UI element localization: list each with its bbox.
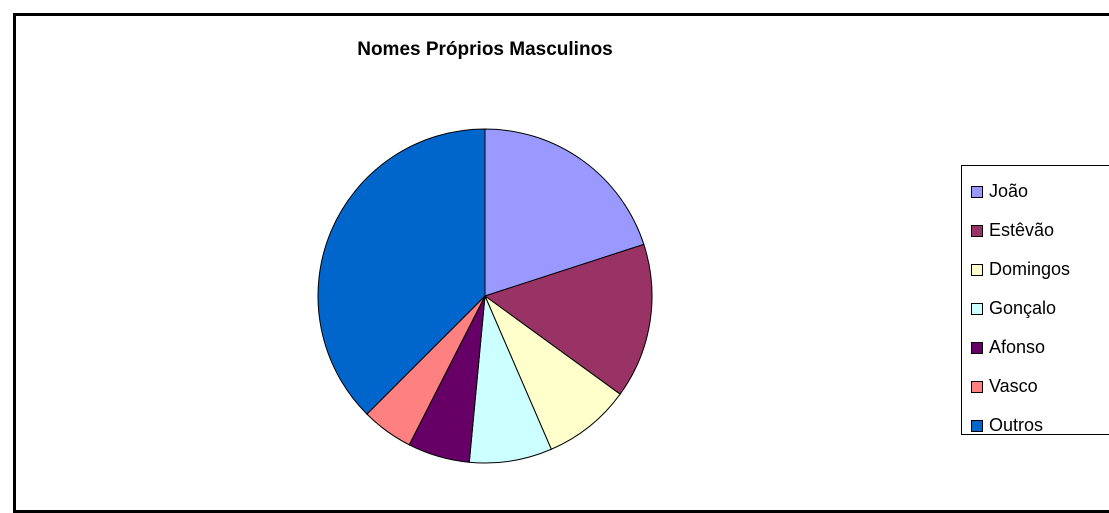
legend-label-vasco: Vasco <box>989 376 1038 396</box>
legend-swatch-outros <box>971 419 983 432</box>
legend-swatch-joao <box>971 185 983 198</box>
legend-item-vasco: Vasco <box>962 367 1109 406</box>
legend-label-goncalo: Gonçalo <box>989 298 1057 318</box>
chart-title: Nomes Próprios Masculinos <box>357 39 613 60</box>
legend-swatch-afonso <box>971 341 983 354</box>
chart-legend: João Estêvão Domingos Gonçalo Afonso Vasco Out… <box>961 165 1109 435</box>
legend-label-joao: João <box>989 181 1029 201</box>
legend-item-outros: Outros <box>962 406 1109 445</box>
legend-item-domingos: Domingos <box>962 250 1109 289</box>
legend-item-goncalo: Gonçalo <box>962 289 1109 328</box>
legend-label-outros: Outros <box>989 415 1044 435</box>
legend-swatch-estevao <box>971 224 983 237</box>
pie-slice-domingos <box>483 294 621 450</box>
pie-slice-joao <box>484 128 645 297</box>
legend-label-domingos: Domingos <box>989 259 1071 279</box>
pie-chart <box>317 128 653 464</box>
legend-label-estevao: Estêvão <box>989 220 1055 240</box>
legend-swatch-domingos <box>971 263 983 276</box>
legend-swatch-goncalo <box>971 302 983 315</box>
legend-item-estevao: Estêvão <box>962 211 1109 250</box>
legend-swatch-vasco <box>971 380 983 393</box>
legend-item-joao: João <box>962 172 1109 211</box>
legend-item-afonso: Afonso <box>962 328 1109 367</box>
pie-slice-outros <box>317 128 486 415</box>
pie-slice-estevao <box>483 243 653 395</box>
legend-label-afonso: Afonso <box>989 337 1046 357</box>
